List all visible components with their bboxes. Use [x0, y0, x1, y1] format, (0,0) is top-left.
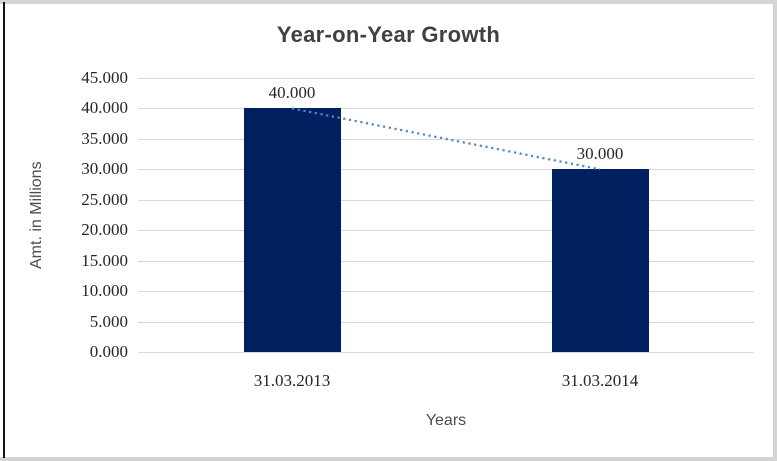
gridline: [138, 108, 754, 110]
bar-data-label: 40.000: [268, 83, 316, 103]
gridline: [138, 230, 754, 232]
y-tick-label: 35.000: [81, 128, 128, 148]
frame-border-bottom: [0, 457, 777, 461]
y-tick-label: 5.000: [89, 311, 128, 331]
trendline: [291, 107, 601, 171]
frame-border-right: [773, 0, 777, 461]
bar-data-label: 30.000: [576, 144, 624, 164]
y-tick-label: 30.000: [81, 159, 128, 179]
y-axis-tick-labels: 0.000 5.000 10.000 15.000 20.000 25.000 30.000…: [0, 68, 128, 361]
chart-title: Year-on-Year Growth: [276, 22, 501, 47]
x-axis-title: Years: [425, 412, 467, 429]
bar: [551, 169, 649, 352]
frame-border-left: [3, 2, 5, 458]
x-category-label: 31.03.2014: [561, 371, 639, 390]
y-tick-label: 15.000: [81, 250, 128, 270]
gridline: [138, 78, 754, 79]
x-axis-category-labels: 31.03.2013 31.03.2014: [138, 371, 754, 393]
y-tick-label: 0.000: [89, 342, 128, 361]
gridline: [138, 260, 754, 262]
y-tick-label: 45.000: [81, 68, 128, 87]
y-tick-label: 10.000: [81, 281, 128, 301]
frame-border-top: [0, 0, 777, 4]
plot-area: 40.000 30.000: [138, 78, 754, 353]
gridline: [138, 352, 754, 353]
gridline: [138, 291, 754, 293]
gridline: [138, 199, 754, 201]
y-tick-label: 25.000: [81, 189, 128, 209]
bar: [243, 108, 341, 352]
y-tick-label: 40.000: [81, 98, 128, 118]
y-tick-label: 20.000: [81, 220, 128, 240]
x-category-label: 31.03.2013: [253, 371, 331, 390]
gridline: [138, 321, 754, 323]
gridline: [138, 169, 754, 171]
